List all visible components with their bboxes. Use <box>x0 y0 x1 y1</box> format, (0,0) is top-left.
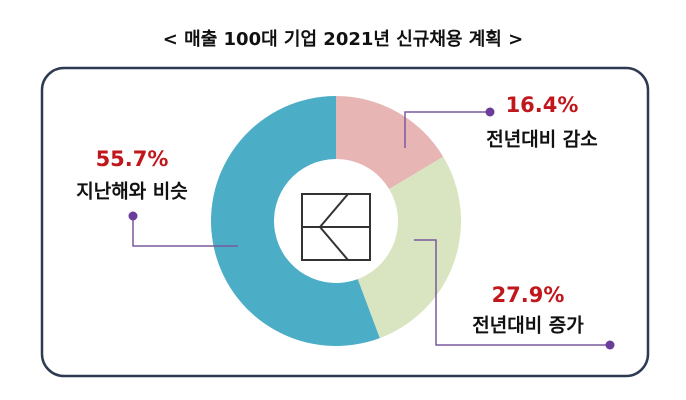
center-icon <box>301 193 371 261</box>
value-label: 27.9% <box>492 283 565 307</box>
donut-slice <box>357 156 462 339</box>
category-label: 전년대비 감소 <box>486 129 598 151</box>
labels: 16.4% 전년대비 감소 27.9% 전년대비 증가 55.7% 지난해와 비슷 <box>76 93 615 350</box>
leader-dot <box>605 340 615 350</box>
donut <box>211 96 462 346</box>
frame <box>40 66 650 378</box>
leader-line <box>414 239 610 346</box>
chart-title: < 매출 100대 기업 2021년 신규채용 계획 > <box>163 29 523 50</box>
value-label: 55.7% <box>96 147 169 171</box>
leader-dot <box>485 107 495 117</box>
value-label: 16.4% <box>506 93 579 117</box>
leader-dot <box>128 211 138 221</box>
leader-line <box>132 216 238 247</box>
category-label: 지난해와 비슷 <box>76 181 188 203</box>
donut-slice <box>211 96 380 346</box>
leader-line <box>404 111 490 148</box>
category-label: 전년대비 증가 <box>472 315 584 337</box>
donut-slice <box>336 96 444 190</box>
